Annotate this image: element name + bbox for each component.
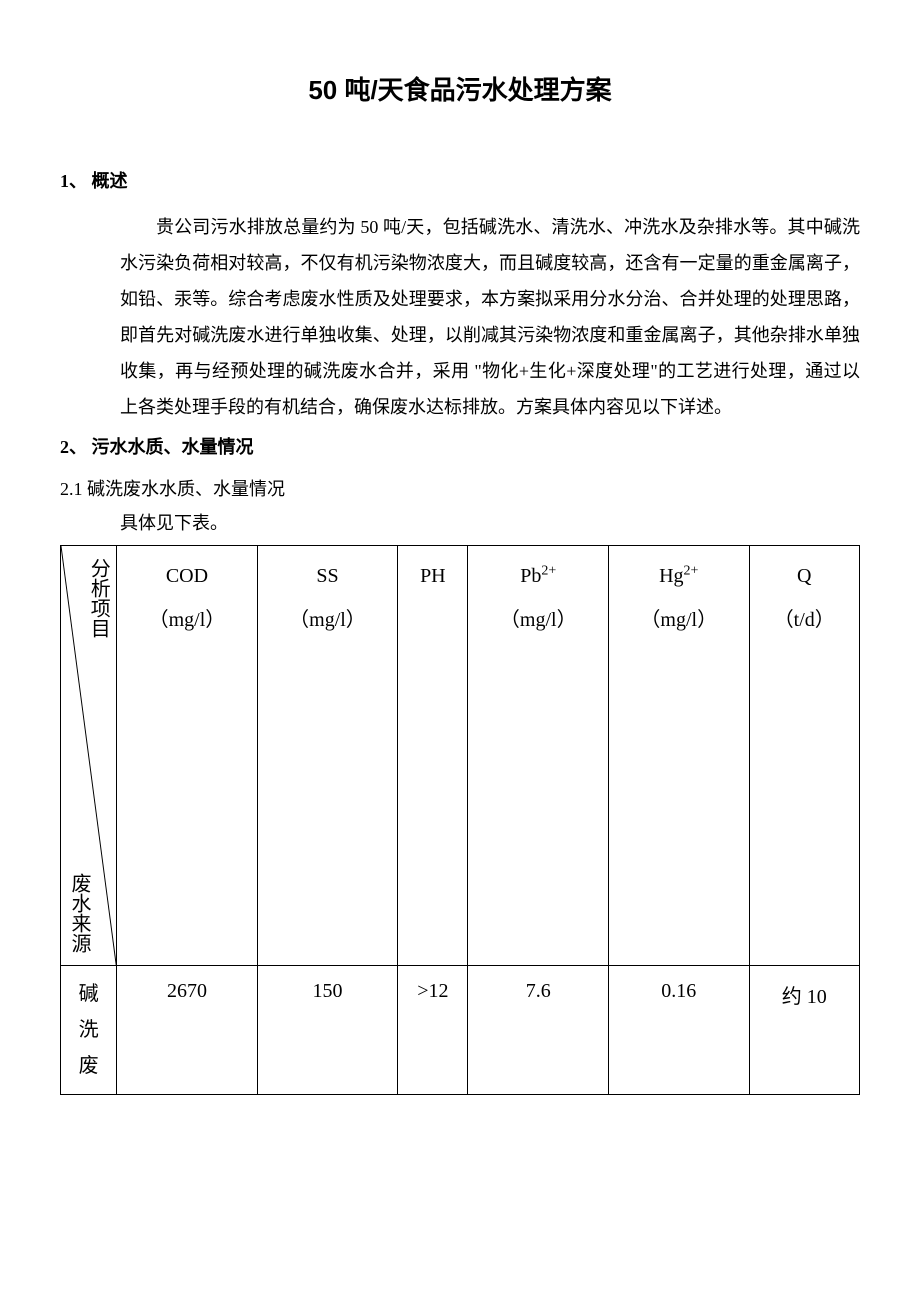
col-label: Pb [520,565,541,587]
table-row: 碱洗废 2670 150 >12 7.6 0.16 约 10 [61,966,860,1095]
cell-pb: 7.6 [468,966,609,1095]
cell-ss: 150 [257,966,398,1095]
col-unit: （mg/l） [262,602,394,638]
section-1-heading: 1、 概述 [60,167,860,193]
col-header-q: Q （t/d） [749,546,859,966]
table-diagonal-header: 分析项目 废水来源 [61,546,117,966]
col-sup: 2+ [541,563,556,578]
col-unit: （mg/l） [613,602,745,638]
col-label: COD [166,565,208,587]
section-2-1-heading: 2.1 碱洗废水水质、水量情况 [60,475,860,501]
row-label: 碱洗废 [61,966,117,1095]
cell-hg: 0.16 [609,966,750,1095]
cell-cod: 2670 [117,966,258,1095]
section-2-1-note: 具体见下表。 [60,509,860,535]
col-header-cod: COD （mg/l） [117,546,258,966]
table-header-row: 分析项目 废水来源 COD （mg/l） SS （mg/l） PH Pb2+ （… [61,546,860,966]
col-unit: （mg/l） [472,602,604,638]
cell-q: 约 10 [749,966,859,1095]
cell-ph: >12 [398,966,468,1095]
col-label: Hg [659,565,683,587]
col-header-ph: PH [398,546,468,966]
col-label: PH [420,565,446,587]
col-label: SS [316,565,338,587]
page-title: 50 吨/天食品污水处理方案 [60,70,860,107]
col-unit: （t/d） [754,602,855,638]
col-unit: （mg/l） [121,602,253,638]
col-sup: 2+ [684,563,699,578]
col-header-pb: Pb2+ （mg/l） [468,546,609,966]
row-label-text: 碱洗废 [79,983,99,1077]
diag-label-bottom: 废水来源 [63,873,95,953]
diag-label-top: 分析项目 [82,558,114,638]
section-2-heading: 2、 污水水质、水量情况 [60,433,860,459]
section-1-body: 贵公司污水排放总量约为 50 吨/天，包括碱洗水、清洗水、冲洗水及杂排水等。其中… [60,209,860,425]
col-header-ss: SS （mg/l） [257,546,398,966]
col-header-hg: Hg2+ （mg/l） [609,546,750,966]
col-label: Q [797,565,811,587]
wastewater-table: 分析项目 废水来源 COD （mg/l） SS （mg/l） PH Pb2+ （… [60,545,860,1095]
